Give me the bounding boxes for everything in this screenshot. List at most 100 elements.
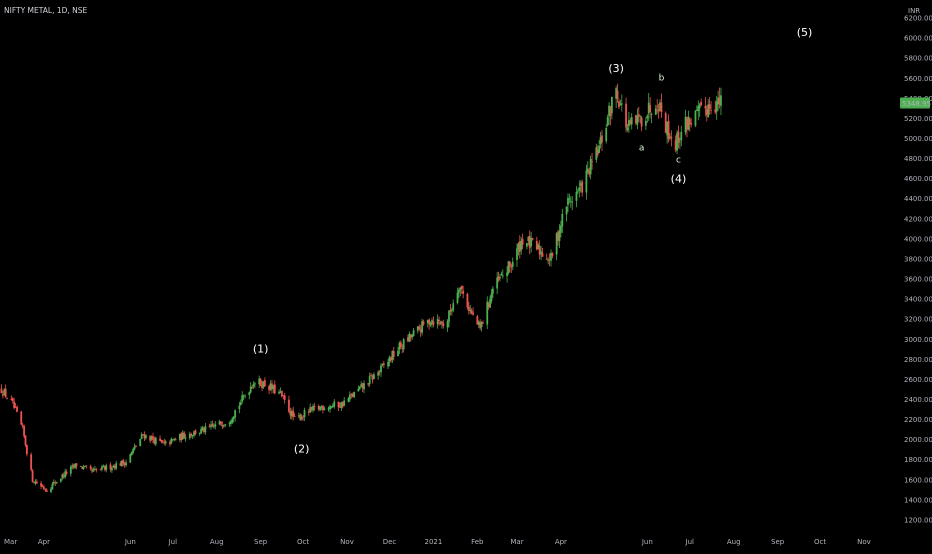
candle-body bbox=[363, 383, 365, 390]
candle-body bbox=[551, 252, 554, 257]
y-tick-label: 5200.00 bbox=[904, 115, 932, 123]
candle-body bbox=[472, 312, 474, 315]
candle-body bbox=[520, 240, 523, 251]
candle-body bbox=[666, 121, 669, 136]
candle-body bbox=[581, 181, 584, 193]
candle-body bbox=[1, 394, 4, 396]
candle-body bbox=[188, 433, 191, 439]
candle-body bbox=[448, 310, 450, 322]
candle-body bbox=[458, 289, 460, 293]
x-tick-label: Sep bbox=[254, 538, 268, 546]
candle-body bbox=[547, 260, 550, 262]
candle-body bbox=[620, 103, 623, 105]
candle-body bbox=[337, 401, 340, 408]
candle-body bbox=[350, 393, 353, 395]
candle-body bbox=[268, 386, 271, 391]
candle-body bbox=[102, 466, 105, 467]
candle-body bbox=[143, 434, 146, 439]
candle-body bbox=[184, 437, 187, 439]
candle-body bbox=[565, 206, 568, 215]
candle-body bbox=[310, 406, 313, 410]
y-tick-label: 3800.00 bbox=[904, 255, 932, 263]
candle-body bbox=[598, 145, 601, 153]
candle-body bbox=[120, 460, 123, 467]
candle-body bbox=[467, 306, 470, 311]
candle-body bbox=[659, 102, 661, 111]
candle-body bbox=[469, 309, 472, 312]
candle-body bbox=[214, 424, 217, 427]
candle-body bbox=[439, 322, 442, 325]
candle-body bbox=[609, 106, 612, 116]
x-axis[interactable]: Mar Apr Jun Jul Aug Sep Oct Nov Dec 2021 Feb Mar Apr… bbox=[4, 538, 871, 546]
candle-body bbox=[72, 465, 75, 467]
candle-body bbox=[421, 321, 423, 333]
candle-body bbox=[669, 136, 671, 138]
candle-body bbox=[402, 339, 405, 350]
candle-body bbox=[717, 97, 720, 105]
candle-body bbox=[654, 108, 657, 115]
candle-body bbox=[164, 441, 167, 444]
candle-body bbox=[33, 482, 35, 484]
candle-body bbox=[159, 438, 161, 441]
y-tick-label: 6200.00 bbox=[904, 15, 932, 23]
candle-body bbox=[125, 462, 127, 466]
y-tick-label: 1600.00 bbox=[904, 476, 932, 484]
candle-body bbox=[282, 395, 285, 396]
candle-body bbox=[330, 406, 333, 408]
candle-body bbox=[676, 133, 678, 151]
candle-body bbox=[142, 434, 144, 435]
candle-body bbox=[559, 225, 562, 233]
candle-body bbox=[667, 120, 670, 140]
candle-body bbox=[183, 432, 186, 439]
candle-body bbox=[627, 120, 630, 127]
candle-body bbox=[521, 239, 524, 245]
candle-body bbox=[370, 374, 372, 376]
wave-label: (4) bbox=[671, 173, 687, 186]
candle-body bbox=[228, 422, 231, 424]
y-axis[interactable]: 1200.00 1400.00 1600.00 1800.00 2000.00 2200.… bbox=[904, 15, 932, 525]
candle-body bbox=[456, 292, 459, 303]
currency-label: INR bbox=[908, 7, 920, 15]
candle-body bbox=[452, 303, 455, 310]
candle-body bbox=[429, 322, 432, 326]
candle-body bbox=[3, 389, 6, 395]
candle-body bbox=[397, 350, 399, 357]
y-tick-label: 1400.00 bbox=[904, 496, 932, 504]
candle-body bbox=[569, 200, 572, 202]
x-tick-label: Mar bbox=[4, 538, 17, 546]
candle-body bbox=[442, 323, 445, 326]
last-price-tag: 5348.95 bbox=[900, 97, 931, 109]
candle-body bbox=[252, 384, 255, 387]
candle-body bbox=[407, 337, 409, 342]
wave-label: (1) bbox=[253, 342, 269, 355]
candle-body bbox=[160, 439, 163, 443]
candle-body bbox=[636, 115, 639, 125]
candle-body bbox=[149, 436, 152, 441]
candle-body bbox=[238, 405, 241, 410]
candle-body bbox=[571, 201, 574, 203]
candle-body bbox=[700, 101, 703, 105]
candle-body bbox=[198, 432, 201, 434]
candle-body bbox=[649, 105, 652, 113]
candle-body bbox=[153, 439, 156, 444]
candle-body bbox=[698, 104, 701, 109]
candle-body bbox=[261, 384, 263, 389]
y-tick-label: 3400.00 bbox=[904, 296, 932, 304]
candle-body bbox=[123, 462, 126, 466]
candle-body bbox=[360, 384, 363, 387]
candle-body bbox=[710, 109, 712, 111]
candle-body bbox=[459, 287, 462, 291]
candle-body bbox=[568, 198, 571, 200]
candle-body bbox=[688, 119, 691, 125]
candle-body bbox=[684, 116, 687, 133]
candle-body bbox=[595, 147, 598, 160]
candle-body bbox=[680, 131, 683, 141]
candle-body bbox=[211, 424, 214, 427]
candle-body bbox=[718, 97, 721, 105]
y-tick-label: 3600.00 bbox=[904, 276, 932, 284]
candle-body bbox=[635, 115, 637, 124]
candle-body bbox=[112, 465, 115, 468]
candle-body bbox=[477, 321, 480, 325]
